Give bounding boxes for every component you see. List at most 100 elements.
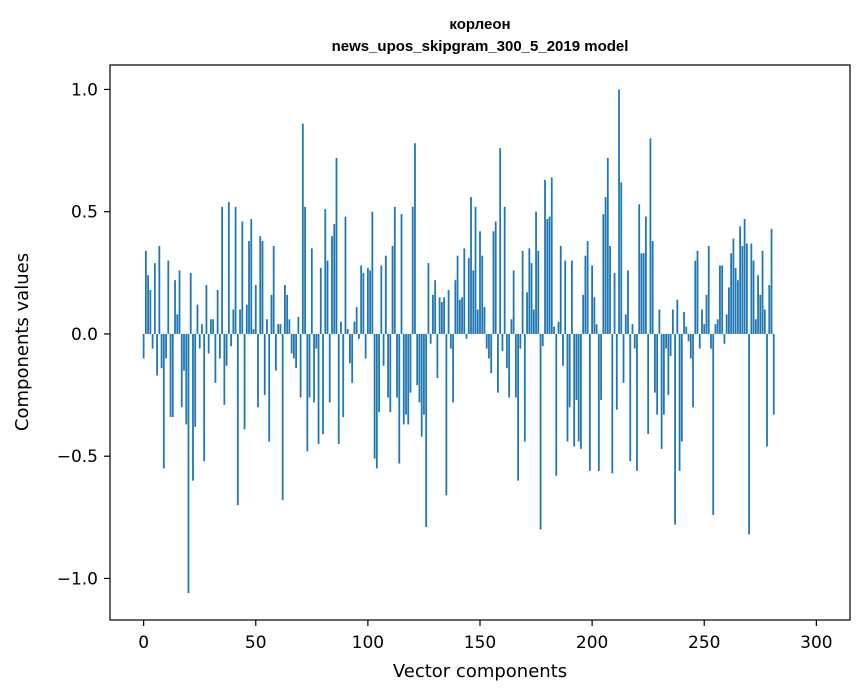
bar	[144, 250, 147, 334]
bar	[194, 333, 197, 427]
bar	[183, 333, 185, 371]
bar	[263, 333, 266, 396]
bar	[420, 333, 423, 437]
bar	[346, 329, 349, 334]
bar	[449, 333, 452, 349]
x-axis-ticks: 0 50 100 150 200 250 300	[138, 620, 833, 653]
bar	[225, 333, 228, 366]
bar	[245, 304, 248, 334]
bar	[541, 333, 544, 347]
bar	[153, 263, 156, 334]
bar	[301, 123, 304, 334]
bar	[532, 309, 535, 334]
bar	[503, 206, 506, 334]
bar	[147, 275, 150, 334]
bar	[559, 245, 562, 334]
bar	[149, 289, 152, 334]
bar	[600, 333, 602, 400]
bar	[353, 321, 356, 334]
bar	[243, 333, 246, 430]
bar	[340, 321, 342, 334]
bar	[696, 250, 699, 334]
y-tick-label: −1.0	[57, 569, 98, 589]
bar	[564, 260, 567, 334]
bar	[481, 255, 484, 334]
x-tick-label: 250	[688, 633, 720, 653]
x-tick-label: 300	[800, 633, 832, 653]
bar	[562, 333, 564, 366]
y-tick-label: −0.5	[57, 447, 98, 467]
x-tick-label: 150	[464, 633, 496, 653]
bar	[476, 309, 479, 334]
bar	[440, 302, 443, 334]
bar	[633, 333, 636, 349]
bar	[606, 157, 609, 334]
bar	[642, 253, 645, 334]
bar	[539, 333, 542, 530]
bar	[656, 333, 659, 415]
bar	[575, 333, 578, 400]
bar	[705, 294, 708, 334]
bar	[324, 209, 327, 334]
bar	[553, 326, 555, 334]
bar	[580, 333, 582, 449]
bar	[732, 238, 735, 334]
bar	[414, 143, 416, 334]
bar	[423, 333, 425, 415]
bar	[555, 333, 558, 476]
bar	[400, 214, 403, 334]
bar	[734, 267, 737, 334]
bar	[290, 333, 293, 354]
bar	[295, 333, 298, 369]
bar	[683, 311, 685, 334]
bar	[514, 333, 517, 398]
bar	[452, 333, 454, 403]
bar	[178, 270, 181, 334]
bar	[752, 260, 755, 334]
bar	[407, 333, 410, 425]
bar	[174, 280, 176, 334]
bar	[701, 309, 703, 334]
bar	[432, 294, 434, 334]
bar	[510, 319, 513, 334]
bar	[333, 223, 336, 334]
bar	[728, 287, 730, 334]
bar	[216, 289, 219, 334]
bar	[636, 333, 638, 471]
bar	[523, 333, 526, 442]
bar	[292, 333, 295, 359]
bar	[660, 333, 663, 449]
bar	[573, 333, 576, 447]
bar	[322, 333, 324, 435]
bar	[409, 333, 412, 393]
bar	[739, 226, 742, 334]
bar	[748, 333, 750, 535]
bar	[411, 206, 414, 334]
bar	[689, 333, 692, 359]
bar	[328, 333, 331, 403]
bar	[203, 333, 206, 462]
bar	[763, 309, 766, 334]
bar	[189, 272, 192, 334]
bar	[485, 333, 488, 349]
bar	[160, 333, 163, 369]
bar	[494, 221, 497, 334]
bar	[595, 324, 598, 334]
bar	[730, 253, 733, 334]
bar	[588, 333, 591, 471]
bar	[669, 333, 672, 356]
bar	[171, 333, 174, 418]
bar	[443, 297, 446, 334]
bar	[349, 333, 351, 364]
bar	[319, 267, 322, 334]
bar	[676, 299, 679, 334]
bar	[284, 285, 286, 334]
bar	[467, 258, 470, 334]
bar	[492, 231, 495, 334]
bar	[736, 280, 739, 334]
bar	[537, 250, 540, 334]
bar	[759, 294, 762, 334]
bar	[355, 307, 358, 334]
